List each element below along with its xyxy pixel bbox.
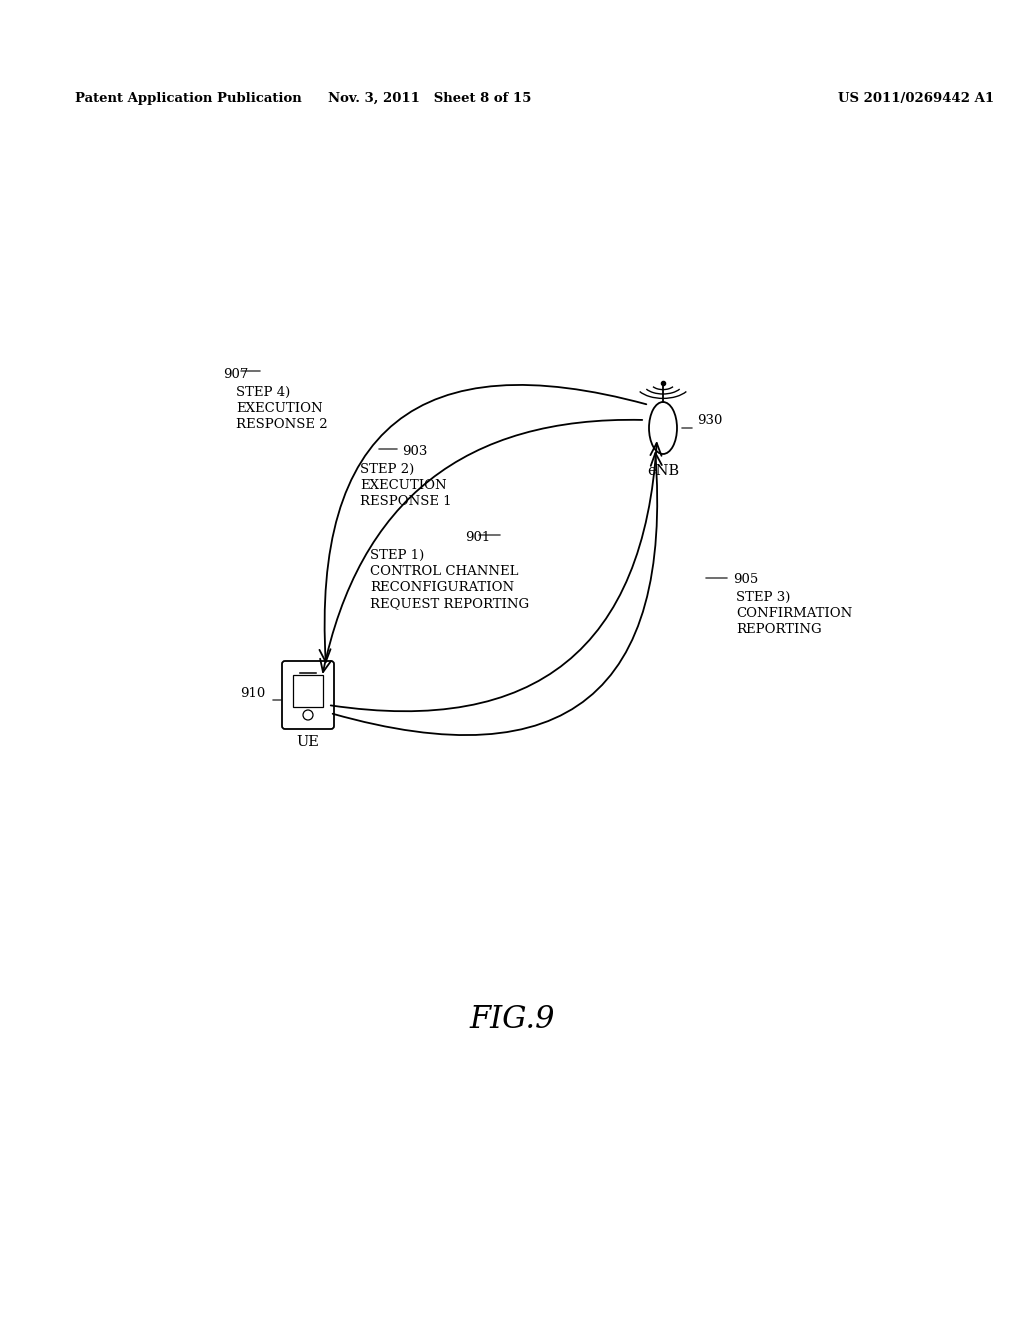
Text: CONFIRMATION: CONFIRMATION: [736, 607, 852, 620]
FancyArrowPatch shape: [333, 453, 662, 735]
Text: eNB: eNB: [647, 465, 679, 478]
Text: 930: 930: [697, 414, 722, 426]
Text: EXECUTION: EXECUTION: [360, 479, 446, 492]
FancyArrowPatch shape: [321, 420, 642, 672]
Text: EXECUTION: EXECUTION: [236, 403, 323, 414]
FancyArrowPatch shape: [319, 385, 646, 663]
Text: FIG.9: FIG.9: [469, 1005, 555, 1035]
Text: RESPONSE 1: RESPONSE 1: [360, 495, 452, 508]
Text: REPORTING: REPORTING: [736, 623, 821, 636]
Text: 901: 901: [465, 531, 490, 544]
Text: US 2011/0269442 A1: US 2011/0269442 A1: [838, 92, 994, 106]
Text: STEP 3): STEP 3): [736, 591, 791, 605]
Text: STEP 4): STEP 4): [236, 385, 290, 399]
Text: RESPONSE 2: RESPONSE 2: [236, 418, 328, 432]
Bar: [293, 675, 323, 708]
Text: CONTROL CHANNEL: CONTROL CHANNEL: [370, 565, 518, 578]
Text: REQUEST REPORTING: REQUEST REPORTING: [370, 597, 529, 610]
Text: Patent Application Publication: Patent Application Publication: [75, 92, 302, 106]
Text: 903: 903: [402, 445, 427, 458]
Text: 905: 905: [733, 573, 758, 586]
Text: 910: 910: [240, 686, 265, 700]
Text: UE: UE: [297, 735, 319, 748]
Text: 907: 907: [223, 368, 249, 381]
Text: RECONFIGURATION: RECONFIGURATION: [370, 581, 514, 594]
FancyBboxPatch shape: [282, 661, 334, 729]
Text: Nov. 3, 2011   Sheet 8 of 15: Nov. 3, 2011 Sheet 8 of 15: [329, 92, 531, 106]
Text: STEP 2): STEP 2): [360, 463, 415, 477]
FancyArrowPatch shape: [331, 444, 662, 711]
Text: STEP 1): STEP 1): [370, 549, 424, 562]
Ellipse shape: [649, 403, 677, 454]
